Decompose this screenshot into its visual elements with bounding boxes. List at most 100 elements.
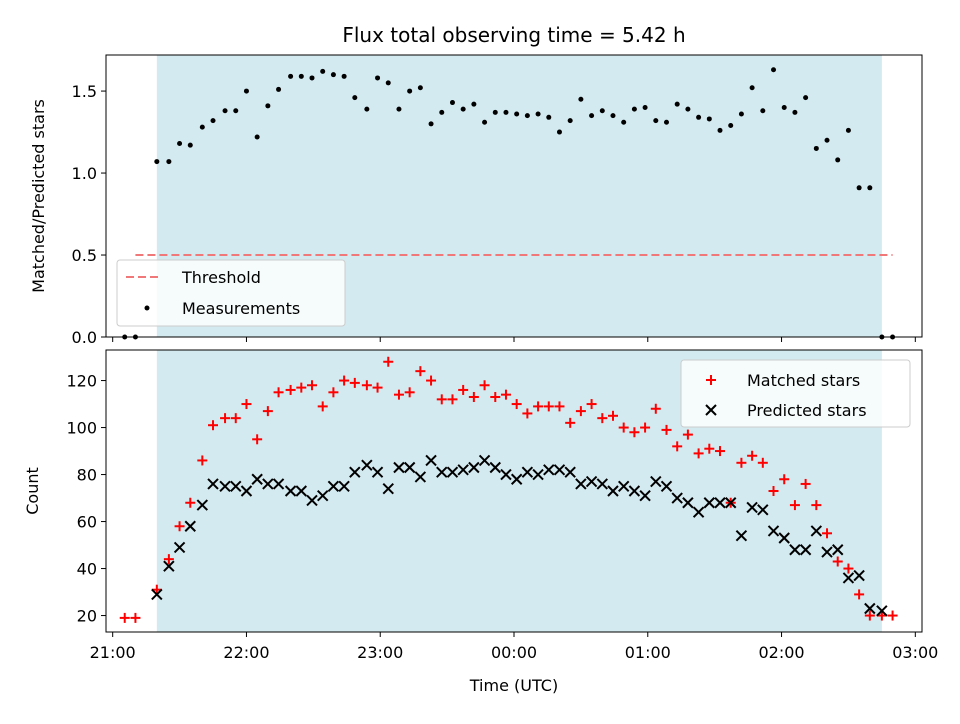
- matched-star-point: [800, 478, 811, 489]
- legend-measurements-swatch: [144, 305, 150, 311]
- measurement-point: [330, 72, 336, 78]
- x-stroke: [789, 544, 801, 556]
- predicted-star-point: [382, 482, 394, 495]
- predicted-star-point: [821, 546, 833, 558]
- predicted-star-point: [468, 461, 480, 474]
- matched-star-point: [285, 384, 296, 395]
- predicted-star-point: [596, 478, 608, 490]
- measurement-point: [210, 118, 216, 124]
- predicted-star-point: [810, 525, 823, 537]
- matched-star-point: [811, 500, 822, 511]
- y-axis-label: Count: [23, 467, 42, 515]
- matched-star-point: [864, 610, 875, 621]
- measurement-point: [417, 85, 423, 91]
- x-stroke: [478, 454, 491, 467]
- predicted-star-point: [414, 471, 427, 483]
- predicted-star-point: [327, 480, 340, 493]
- predicted-star-point: [553, 464, 566, 476]
- predicted-star-point: [173, 541, 186, 554]
- x-stroke: [853, 569, 865, 582]
- measurement-point: [460, 106, 466, 112]
- predicted-star-point: [682, 497, 694, 509]
- predicted-star-point: [607, 485, 619, 497]
- measurement-point: [631, 106, 637, 112]
- x-stroke: [864, 602, 876, 615]
- matched-star-point: [361, 380, 372, 391]
- x-stroke: [757, 504, 769, 516]
- predicted-star-point: [262, 478, 274, 490]
- x-stroke: [842, 572, 855, 584]
- x-stroke: [382, 482, 394, 495]
- matched-star-point: [640, 422, 651, 433]
- matched-star-point: [854, 589, 865, 600]
- measurement-point: [599, 108, 605, 114]
- predicted-star-point: [489, 461, 501, 474]
- y-tick-label: 0.0: [72, 328, 97, 347]
- x-stroke: [617, 480, 630, 493]
- matched-star-point: [296, 382, 307, 393]
- count-legend: Matched stars Predicted stars: [680, 359, 911, 428]
- measurement-points: [122, 67, 896, 340]
- matched-star-point: [822, 528, 833, 539]
- ratio-panel: 0.0 0.5 1.0 1.5 Flux total observing time =…: [29, 23, 923, 347]
- x-stroke: [446, 466, 459, 478]
- x-stroke: [284, 485, 297, 497]
- x-stroke: [468, 461, 480, 474]
- matched-star-point: [789, 500, 800, 511]
- matched-star-point: [533, 401, 544, 412]
- measurement-point: [154, 159, 160, 165]
- ratio-panel-frame: [105, 54, 923, 338]
- predicted-star-point: [284, 485, 297, 497]
- matched-star-point: [252, 434, 263, 445]
- matched-star-point: [230, 413, 241, 424]
- measurement-point: [803, 95, 809, 101]
- measurement-point: [717, 127, 723, 133]
- matched-star-point: [768, 486, 779, 496]
- predicted-star-point: [163, 560, 175, 572]
- measurement-point: [728, 123, 734, 128]
- matched-star-point: [349, 377, 360, 388]
- measurement-point: [254, 134, 260, 140]
- x-stroke: [810, 525, 823, 537]
- x-stroke: [778, 532, 790, 544]
- x-stroke: [832, 544, 844, 556]
- measurement-point: [706, 116, 712, 122]
- predicted-star-point: [757, 504, 769, 516]
- measurement-point: [265, 103, 271, 109]
- x-stroke: [240, 485, 253, 497]
- x-stroke: [163, 560, 175, 572]
- x-stroke: [262, 478, 274, 490]
- measurement-point: [471, 101, 477, 107]
- measurement-point: [685, 106, 691, 112]
- matched-star-point: [383, 356, 394, 367]
- x-stroke: [682, 497, 694, 509]
- predicted-star-point: [219, 480, 231, 493]
- measurement-point: [199, 124, 205, 130]
- legend-predicted-swatch: [705, 404, 717, 416]
- measurement-point: [696, 114, 702, 120]
- predicted-star-point: [703, 497, 716, 509]
- x-tick-label: 23:00: [357, 643, 403, 662]
- x-stroke: [628, 485, 641, 497]
- x-stroke: [746, 501, 758, 514]
- measurement-point: [288, 73, 294, 79]
- measurement-point: [546, 114, 552, 120]
- x-stroke: [207, 478, 219, 490]
- x-stroke: [425, 454, 437, 467]
- measurement-point: [845, 127, 851, 133]
- measurement-point: [187, 142, 193, 148]
- measurement-point: [177, 141, 183, 147]
- legend-x-marker: [705, 404, 717, 416]
- matched-star-point: [307, 380, 318, 391]
- predicted-star-point: [500, 468, 512, 481]
- legend-matched-label: Matched stars: [747, 371, 860, 390]
- matched-star-point: [682, 429, 693, 440]
- measurement-point: [674, 101, 680, 107]
- x-stroke: [371, 466, 384, 478]
- predicted-star-point: [478, 454, 491, 467]
- matched-star-point: [704, 443, 715, 454]
- x-stroke: [521, 466, 534, 478]
- measurement-point: [835, 157, 841, 163]
- x-stroke: [725, 497, 737, 509]
